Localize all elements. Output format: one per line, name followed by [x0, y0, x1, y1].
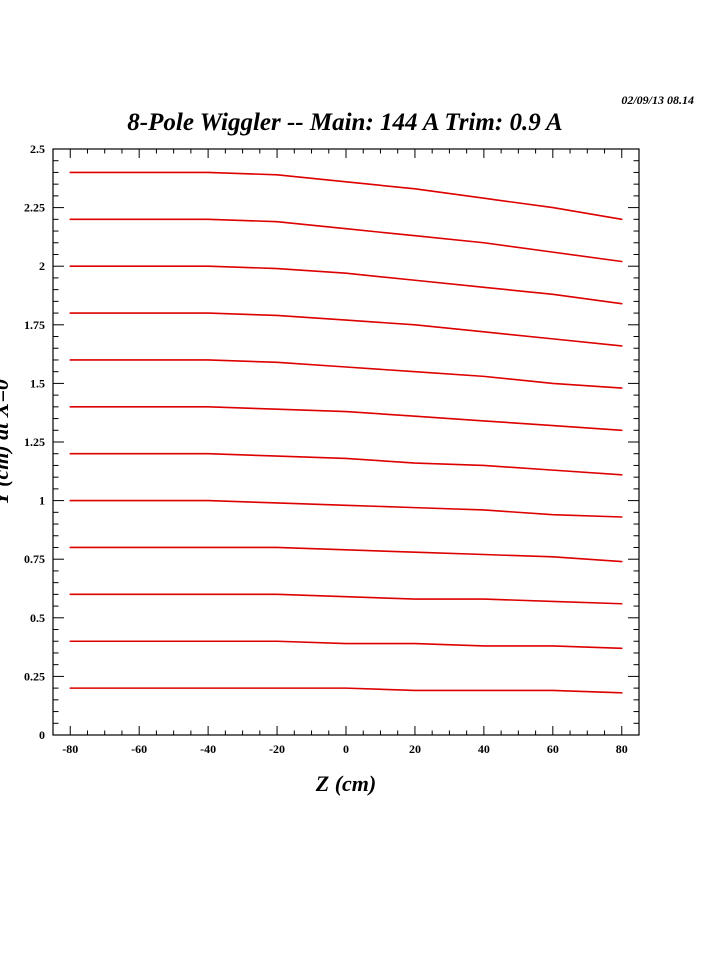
series-line-12: [69, 687, 623, 694]
series-line-10: [69, 593, 623, 605]
x-tick-label: -80: [62, 742, 78, 756]
series-line-3: [69, 265, 623, 305]
y-tick-label: 0.5: [30, 611, 45, 625]
series-line-9: [69, 546, 623, 563]
x-tick-label: 60: [547, 742, 559, 756]
x-axis-label: Z (cm): [315, 771, 376, 796]
x-tick-label: 40: [478, 742, 490, 756]
series-lines: [69, 171, 623, 694]
series-line-8: [69, 499, 623, 518]
series-line-7: [69, 452, 623, 476]
ticks: [52, 148, 640, 736]
y-tick-label: 0: [39, 728, 45, 742]
y-tick-label: 1: [39, 494, 45, 508]
x-tick-label: 20: [409, 742, 421, 756]
tick-labels: -80 -60 -40 -20 0 20 40 60 80 0 0.25 0.5 0.75 1 1.25 1.…: [24, 142, 628, 756]
x-tick-label: -20: [269, 742, 285, 756]
y-tick-label: 2.5: [30, 142, 45, 156]
y-axis-label: Y (cm) at X=0: [0, 379, 13, 505]
series-line-5: [69, 359, 623, 389]
series-line-6: [69, 406, 623, 432]
plot-frame: [52, 148, 640, 736]
y-tick-label: 2: [39, 259, 45, 273]
x-tick-label: 0: [343, 742, 349, 756]
series-line-1: [69, 171, 623, 221]
y-tick-label: 1.75: [24, 318, 45, 332]
y-tick-label: 0.25: [24, 669, 45, 683]
y-tick-label: 1.5: [30, 376, 45, 390]
y-tick-label: 2.25: [24, 201, 45, 215]
x-tick-label: 80: [616, 742, 628, 756]
series-line-2: [69, 218, 623, 263]
x-tick-label: -60: [131, 742, 147, 756]
series-line-4: [69, 312, 623, 347]
series-line-11: [69, 640, 623, 650]
y-tick-label: 1.25: [24, 435, 45, 449]
timestamp: 02/09/13 08.14: [621, 93, 694, 107]
y-tick-label: 0.75: [24, 552, 45, 566]
x-tick-label: -40: [200, 742, 216, 756]
chart-title: 8-Pole Wiggler -- Main: 144 A Trim: 0.9 …: [127, 109, 562, 136]
